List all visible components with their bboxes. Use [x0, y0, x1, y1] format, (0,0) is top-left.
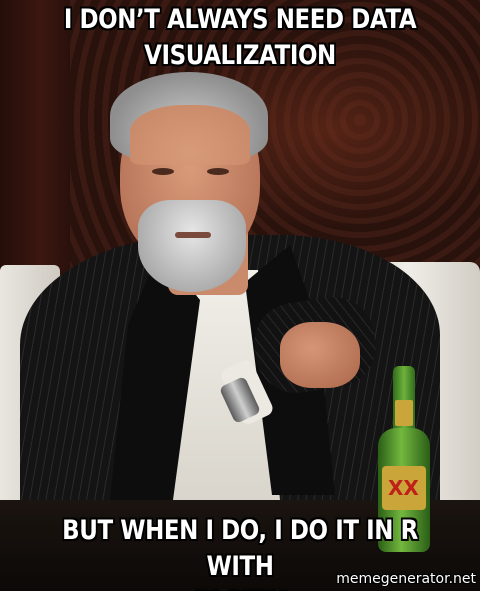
left-eye	[152, 168, 174, 175]
top-caption-line-2: VISUALIZATION	[144, 40, 336, 71]
right-eye	[207, 168, 229, 175]
top-caption-line-1: I DON’T ALWAYS NEED DATA	[63, 4, 417, 35]
forehead	[130, 105, 250, 165]
top-caption: I DON’T ALWAYS NEED DATA VISUALIZATION	[36, 2, 444, 74]
beer-bottle-icon: XX	[378, 366, 430, 552]
bottom-caption: BUT WHEN I DO, I DO IT IN R WITH PLOTLY	[36, 513, 444, 591]
bottle-neck-label	[395, 400, 413, 426]
bottle-logo: XX	[388, 476, 419, 500]
bottle-label	[382, 466, 426, 510]
gray-beard	[138, 200, 246, 292]
watermark: memegenerator.net	[336, 571, 476, 587]
fist-hand	[280, 322, 360, 388]
mouth	[175, 232, 211, 238]
bottom-caption-line-1: BUT WHEN I DO, I DO IT IN R WITH	[62, 515, 418, 582]
bottom-caption-line-2: PLOTLY	[36, 585, 444, 591]
